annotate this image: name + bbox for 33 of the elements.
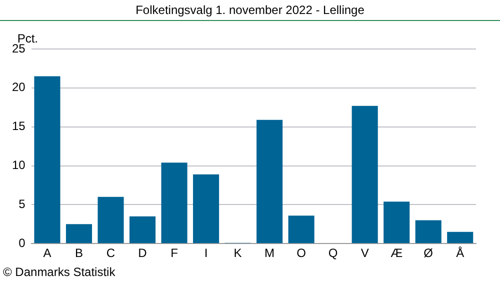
x-tick-label: F	[170, 246, 178, 260]
bar	[256, 120, 283, 244]
bar	[129, 216, 156, 244]
x-tick-label: Q	[328, 246, 338, 260]
x-tick-label: Ø	[424, 246, 434, 260]
x-tick-label: O	[296, 246, 306, 260]
bar	[288, 216, 314, 244]
x-tick-label: A	[43, 246, 52, 260]
bar	[384, 202, 410, 244]
x-tick-label: M	[264, 246, 275, 260]
y-tick-label: 10	[12, 158, 26, 172]
y-tick-label: 5	[18, 196, 26, 211]
x-tick-label: D	[138, 246, 148, 260]
bar	[352, 106, 378, 244]
bar	[98, 196, 124, 244]
bar	[447, 232, 474, 244]
x-tick-label: I	[204, 246, 208, 260]
bar	[66, 224, 92, 244]
x-tick-label: C	[106, 246, 116, 260]
x-tick-label: K	[234, 246, 242, 260]
text: © Danmarks Statistik	[3, 265, 116, 279]
y-tick-label: 20	[12, 80, 26, 94]
x-tick-label: B	[74, 246, 83, 260]
y-tick-label: 0	[18, 236, 26, 250]
bar	[415, 220, 442, 244]
bar	[34, 76, 60, 244]
x-tick-label: Å	[456, 246, 464, 260]
bar	[161, 162, 188, 244]
x-tick-label: V	[360, 246, 369, 260]
chart-title: Folketingsvalg 1. november 2022 - Lellinge	[0, 0, 500, 21]
y-tick-label: 15	[12, 119, 26, 134]
bar	[193, 174, 220, 244]
x-tick-label: Æ	[390, 246, 403, 260]
